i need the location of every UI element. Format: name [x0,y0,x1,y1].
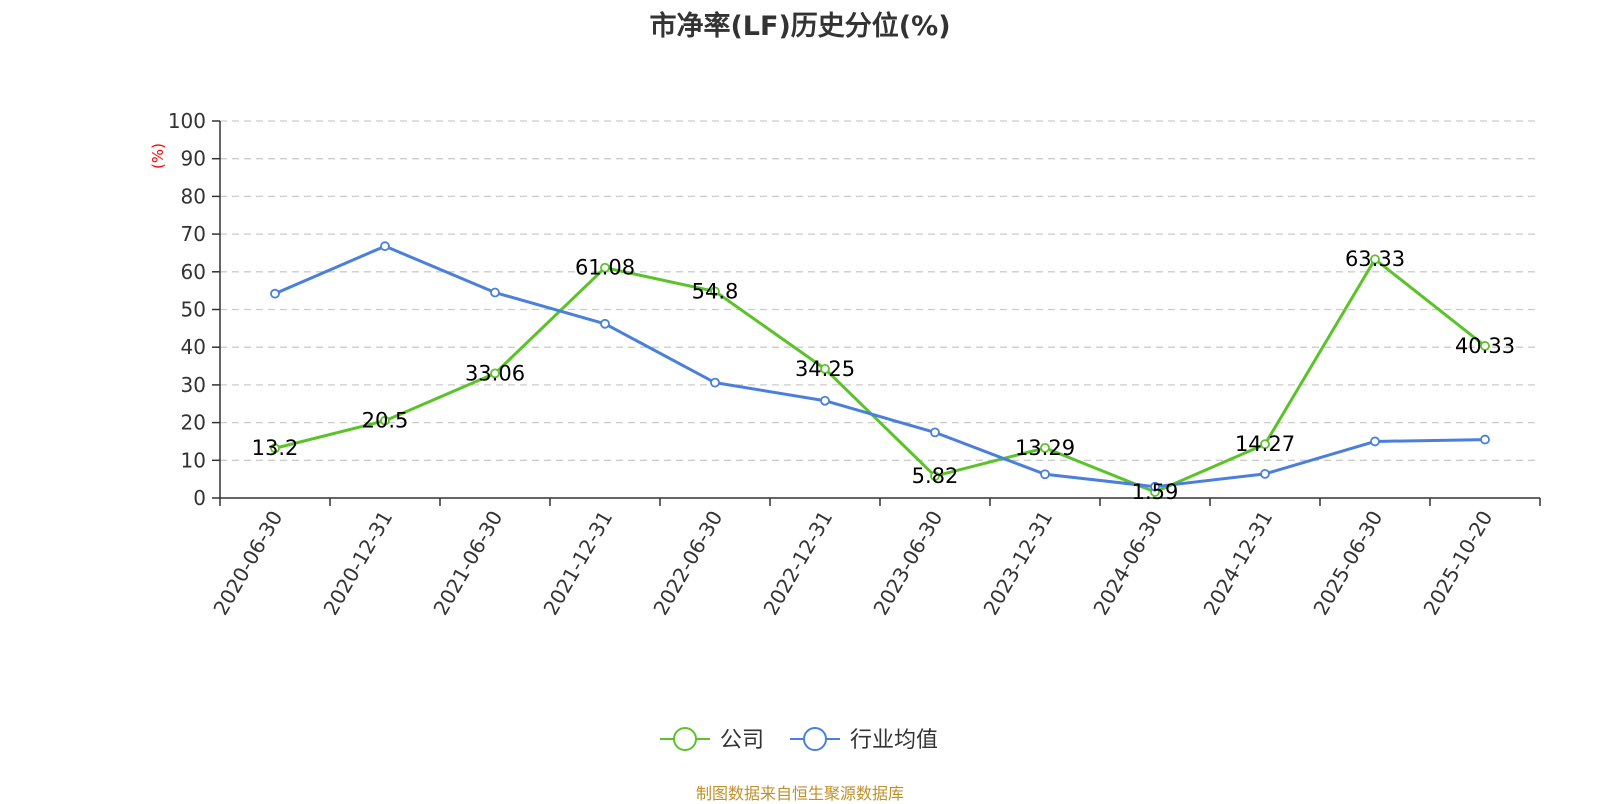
x-tick-label: 2022-06-30 [648,507,727,620]
data-point [1480,341,1490,351]
x-tick-label: 2024-12-31 [1198,507,1277,620]
data-label: 1.59 [1132,480,1179,504]
series [270,241,1490,497]
y-tick-label: 50 [181,298,206,322]
data-point [490,368,500,379]
data-label: 20.5 [362,409,409,433]
y-tick-label: 80 [181,184,206,208]
y-tick-label: 60 [181,260,206,284]
data-label: 5.82 [912,464,959,488]
data-point [1040,442,1050,453]
data-label: 13.29 [1015,436,1075,460]
legend: 公司 行业均值 [660,727,938,753]
y-tick-label: 0 [193,486,206,510]
data-point [600,262,610,273]
x-tick-label: 2023-06-30 [868,507,947,620]
y-axis-label: (%) [149,143,167,169]
data-label: 14.27 [1235,432,1295,456]
data-point [1370,254,1380,265]
x-tick-label: 2021-12-31 [538,507,617,620]
x-tick-label: 2023-12-31 [978,507,1057,620]
data-point [600,318,610,329]
data-label: 63.33 [1345,247,1405,271]
data-point [1480,434,1490,445]
data-point [1370,436,1380,447]
data-point [930,471,940,481]
x-tick-label: 2024-06-30 [1088,507,1167,620]
data-point [270,288,280,299]
data-point [1260,468,1270,479]
y-tick-label: 30 [181,373,206,397]
data-point [1040,469,1050,480]
x-tick-label: 2025-06-30 [1308,507,1387,620]
series-line-1 [274,257,1486,494]
y-tick-label: 10 [181,448,206,472]
data-label: 61.08 [575,256,635,280]
data-label: 33.06 [465,361,525,385]
data-point [490,287,500,298]
data-label: 13.2 [252,436,299,460]
chart-title: 市净率(LF)历史分位(%) [649,11,951,42]
data-label: 34.25 [795,357,855,381]
data-label: 40.33 [1455,334,1515,358]
x-tick-label: 2022-12-31 [758,507,837,620]
data-point [270,443,280,454]
legend-label: 行业均值 [850,728,938,753]
x-tick-label: 2020-12-31 [318,507,397,620]
gridlines [220,120,1540,461]
data-point [1260,439,1270,450]
y-tick-label: 40 [181,335,206,359]
data-point [380,415,390,426]
source-note: 制图数据来自恒生聚源数据库 [695,784,904,803]
data-point [930,427,940,438]
legend-label: 公司 [720,728,764,753]
series-line-2 [274,244,1486,489]
y-tick-label: 20 [181,411,206,435]
legend-marker [803,727,827,751]
data-point [1150,481,1160,492]
data-point [710,286,720,297]
data-point [380,241,390,252]
x-tick-label: 2020-06-30 [208,507,287,620]
x-tick-label: 2025-10-20 [1418,507,1497,620]
data-point [820,395,830,406]
x-tick-label: 2021-06-30 [428,507,507,620]
y-tick-label: 70 [181,222,206,246]
data-point [710,377,720,388]
data-labels: 13.2 20.5 33.06 61.08 54.8 34.25 5.82 13.29 1.59… [252,247,1515,504]
data-point [820,363,830,374]
y-tick-label: 100 [168,109,206,133]
data-label: 54.8 [692,279,739,303]
y-tick-label: 90 [181,147,206,171]
legend-marker [673,727,697,751]
